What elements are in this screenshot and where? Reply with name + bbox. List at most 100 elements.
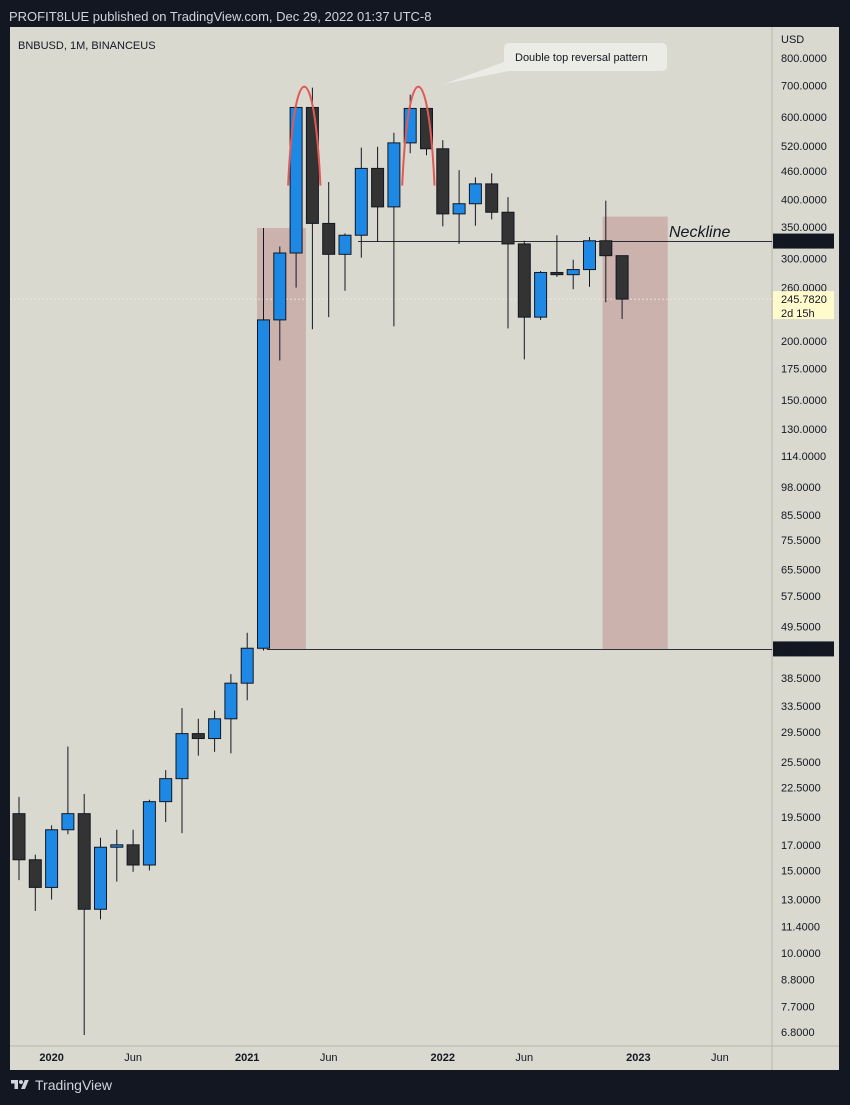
- svg-text:325.7222: 325.7222: [781, 237, 827, 249]
- x-tick-label: 2022: [431, 1052, 455, 1064]
- candle: [240, 632, 254, 701]
- candle: [110, 829, 124, 882]
- neckline-label: Neckline: [669, 224, 730, 241]
- top-arc: [401, 85, 436, 186]
- y-tick-label: 33.5000: [781, 701, 821, 713]
- y-tick-label: 98.0000: [781, 482, 821, 494]
- candle: [599, 200, 613, 303]
- y-tick-label: 6.8000: [781, 1027, 815, 1039]
- y-tick-label: 350.0000: [781, 222, 827, 234]
- candle: [354, 147, 368, 258]
- x-tick-label: Jun: [124, 1052, 142, 1064]
- candle: [452, 170, 466, 244]
- candle: [257, 228, 270, 651]
- y-tick-label: 8.8000: [781, 974, 815, 986]
- y-tick-label: 17.0000: [781, 840, 821, 852]
- candle: [566, 259, 580, 290]
- y-tick-label: 800.0000: [781, 53, 827, 65]
- candle: [583, 237, 596, 287]
- y-tick-label: 200.0000: [781, 336, 827, 348]
- neckline-price-tag: 325.7222: [773, 233, 834, 249]
- x-tick-label: 2023: [626, 1052, 650, 1064]
- candle: [387, 132, 401, 327]
- candle: [159, 770, 173, 823]
- candle: [126, 829, 140, 872]
- svg-text:2d 15h: 2d 15h: [781, 308, 815, 320]
- candle: [615, 255, 629, 319]
- tradingview-logo: TradingView: [10, 1077, 112, 1093]
- candle: [94, 837, 107, 920]
- y-tick-label: 15.0000: [781, 865, 821, 877]
- footer-brand: TradingView: [35, 1077, 113, 1093]
- svg-text:44.2401: 44.2401: [781, 644, 821, 656]
- y-tick-label: 114.0000: [781, 451, 826, 463]
- candle: [175, 708, 189, 834]
- support-price-tag: 44.2401: [773, 641, 834, 657]
- candle: [501, 197, 515, 329]
- y-tick-label: 13.0000: [781, 895, 821, 907]
- top-arc: [287, 85, 322, 186]
- candle: [28, 854, 42, 911]
- price-axis-ticks: 800.0000 700.0000 600.0000 520.0000 460.0000…: [781, 53, 827, 1039]
- y-tick-label: 7.7000: [781, 1002, 815, 1014]
- y-tick-label: 10.0000: [781, 948, 821, 960]
- callout-label: Double top reversal pattern: [515, 52, 648, 64]
- y-tick-label: 25.5000: [781, 757, 821, 769]
- y-tick-label: 57.5000: [781, 591, 821, 603]
- double-top-arcs: [287, 85, 436, 186]
- candle: [338, 233, 352, 291]
- y-tick-label: 29.5000: [781, 727, 821, 739]
- candle: [436, 140, 450, 227]
- y-tick-label: 19.5000: [781, 812, 821, 824]
- y-tick-label: 175.0000: [781, 363, 827, 375]
- candle: [517, 240, 531, 360]
- price-axis[interactable]: [772, 27, 839, 1070]
- target-projection-zone: [602, 216, 668, 650]
- candle: [468, 177, 482, 226]
- candle: [371, 146, 385, 243]
- y-tick-label: 600.0000: [781, 112, 827, 124]
- price-unit-label: USD: [781, 34, 804, 46]
- y-tick-label: 400.0000: [781, 195, 827, 207]
- y-tick-label: 85.5000: [781, 510, 821, 522]
- candle: [191, 718, 205, 756]
- x-tick-label: Jun: [711, 1052, 729, 1064]
- target-zones: [256, 216, 668, 650]
- candle: [208, 710, 222, 752]
- y-tick-label: 150.0000: [781, 395, 827, 407]
- candle: [12, 796, 26, 881]
- y-tick-label: 49.5000: [781, 621, 821, 633]
- horizontal-levels: [10, 241, 772, 650]
- tradingview-icon: [11, 1080, 29, 1089]
- candle: [534, 271, 548, 320]
- candle: [45, 825, 59, 900]
- candle: [322, 181, 336, 318]
- publisher-credit: PROFIT8LUE published on TradingView.com,…: [9, 9, 432, 24]
- x-tick-label: 2020: [39, 1052, 63, 1064]
- x-tick-label: Jun: [320, 1052, 338, 1064]
- candle: [77, 794, 91, 1036]
- price-tags: 325.7222 44.2401 245.7820 2d 15h: [773, 233, 834, 657]
- y-tick-label: 460.0000: [781, 166, 827, 178]
- candle: [485, 173, 499, 220]
- y-tick-label: 38.5000: [781, 673, 821, 685]
- candle: [142, 799, 156, 871]
- callout: Double top reversal pattern: [444, 43, 667, 84]
- time-axis-ticks: 2020 Jun 2021 Jun 2022 Jun 2023 Jun: [39, 1052, 728, 1064]
- candle: [550, 235, 564, 277]
- y-tick-label: 22.5000: [781, 783, 821, 795]
- y-tick-label: 130.0000: [781, 424, 827, 436]
- y-tick-label: 700.0000: [781, 80, 827, 92]
- y-tick-label: 300.0000: [781, 253, 827, 265]
- y-tick-label: 65.5000: [781, 564, 821, 576]
- x-tick-label: Jun: [515, 1052, 533, 1064]
- last-price-tag: 245.7820 2d 15h: [773, 291, 834, 320]
- symbol-label: BNBUSD, 1M, BINANCEUS: [18, 40, 156, 52]
- y-tick-label: 520.0000: [781, 141, 827, 153]
- x-tick-label: 2021: [235, 1052, 259, 1064]
- y-tick-label: 75.5000: [781, 535, 821, 547]
- candle: [224, 674, 238, 754]
- svg-text:245.7820: 245.7820: [781, 294, 827, 306]
- candle: [61, 746, 75, 835]
